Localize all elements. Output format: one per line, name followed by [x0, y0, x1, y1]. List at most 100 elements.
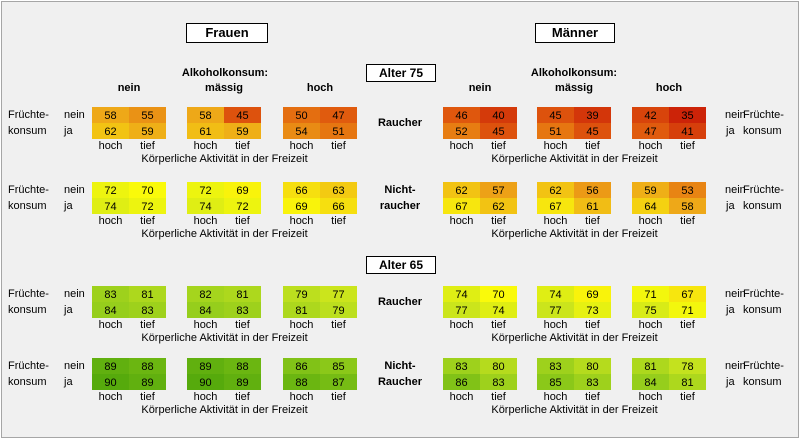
activity-caption-frauen: Körperliche Aktivität in der Freizeit [141, 228, 308, 240]
activity-level-label: tief [140, 319, 155, 331]
heat-value-label: 66 [332, 201, 344, 213]
heat-cell-maenner [480, 286, 517, 302]
heat-value-label: 45 [549, 110, 561, 122]
heat-value-label: 77 [455, 305, 467, 317]
heat-value-label: 59 [236, 126, 248, 138]
activity-caption-frauen: Körperliche Aktivität in der Freizeit [141, 153, 308, 165]
heat-cell-frauen [187, 198, 224, 214]
heat-value-label: 80 [586, 361, 598, 373]
heat-cell-frauen [92, 107, 129, 123]
heat-cell-frauen [283, 286, 320, 302]
smoker-label: Raucher [377, 296, 423, 308]
activity-level-label: hoch [449, 319, 474, 331]
fruit-label-left: Früchte- [8, 360, 49, 372]
fruit-level-left: ja [64, 376, 73, 388]
heat-cell-frauen [320, 123, 357, 139]
heat-value-label: 55 [141, 110, 153, 122]
heat-value-label: 80 [492, 361, 504, 373]
heat-cell-frauen [224, 182, 261, 198]
activity-level-label: tief [331, 319, 346, 331]
heat-value-label: 61 [199, 126, 211, 138]
fruit-label-right: Früchte- [743, 360, 784, 372]
heat-cell-frauen [129, 358, 166, 374]
heat-cell-frauen [187, 302, 224, 318]
heat-value-label: 89 [141, 377, 153, 389]
heat-value-label: 46 [455, 110, 467, 122]
header-maenner: Männer [535, 23, 615, 43]
heat-cell-maenner [669, 286, 706, 302]
heat-cell-maenner [669, 198, 706, 214]
heat-cell-maenner [632, 198, 669, 214]
heat-value-label: 81 [681, 377, 693, 389]
fruit-level-left: ja [64, 200, 73, 212]
heat-cell-maenner [632, 302, 669, 318]
alcohol-level-maenner-1: mässig [555, 82, 593, 94]
activity-level-label: tief [680, 215, 695, 227]
heat-cell-maenner [537, 286, 574, 302]
heat-cell-maenner [632, 107, 669, 123]
activity-level-label: hoch [193, 140, 218, 152]
heat-cell-frauen [187, 286, 224, 302]
heat-cell-frauen [129, 107, 166, 123]
heat-cell-frauen [187, 123, 224, 139]
heat-value-label: 86 [455, 377, 467, 389]
heat-value-label: 58 [681, 201, 693, 213]
activity-level-label: hoch [638, 319, 663, 331]
heat-value-label: 72 [199, 185, 211, 197]
heat-cell-maenner [537, 358, 574, 374]
heat-value-label: 70 [141, 185, 153, 197]
heat-cell-frauen [320, 182, 357, 198]
heat-cell-frauen [129, 374, 166, 390]
heat-cell-frauen [224, 123, 261, 139]
heat-value-label: 71 [644, 289, 656, 301]
fruit-label-right: konsum [743, 376, 782, 388]
fruit-label-right: Früchte- [743, 184, 784, 196]
heat-cell-maenner [669, 123, 706, 139]
fruit-label-left: Früchte- [8, 288, 49, 300]
fruit-label-left: konsum [8, 376, 47, 388]
heat-value-label: 72 [141, 201, 153, 213]
heat-cell-frauen [320, 374, 357, 390]
heat-cell-frauen [92, 302, 129, 318]
heat-cell-maenner [669, 302, 706, 318]
heat-value-label: 58 [199, 110, 211, 122]
heat-cell-maenner [574, 123, 611, 139]
heat-value-label: 83 [492, 377, 504, 389]
alcohol-label-maenner: Alkoholkonsum: [530, 67, 618, 79]
activity-level-label: hoch [289, 140, 314, 152]
heat-cell-maenner [669, 358, 706, 374]
heat-value-label: 63 [332, 185, 344, 197]
heat-value-label: 86 [295, 361, 307, 373]
heat-value-label: 79 [332, 305, 344, 317]
heat-cell-maenner [443, 358, 480, 374]
activity-level-label: hoch [543, 391, 568, 403]
heat-cell-frauen [129, 198, 166, 214]
fruit-level-right: ja [726, 304, 735, 316]
heat-value-label: 62 [455, 185, 467, 197]
fruit-level-left: nein [64, 184, 85, 196]
heat-cell-frauen [224, 198, 261, 214]
heat-cell-frauen [187, 182, 224, 198]
fruit-level-right: nein [725, 288, 746, 300]
heat-value-label: 70 [492, 289, 504, 301]
activity-level-label: tief [491, 391, 506, 403]
heat-value-label: 40 [492, 110, 504, 122]
heat-cell-maenner [443, 286, 480, 302]
smoker-label: Nicht- [384, 184, 416, 196]
heat-cell-frauen [129, 123, 166, 139]
heat-cell-frauen [92, 182, 129, 198]
heat-cell-maenner [632, 374, 669, 390]
heat-value-label: 87 [332, 377, 344, 389]
activity-level-label: hoch [98, 140, 123, 152]
heat-cell-maenner [480, 374, 517, 390]
alcohol-level-maenner-0: nein [468, 82, 492, 94]
heat-value-label: 61 [586, 201, 598, 213]
heat-cell-maenner [480, 358, 517, 374]
activity-level-label: hoch [193, 215, 218, 227]
activity-level-label: hoch [98, 391, 123, 403]
fruit-level-right: nein [725, 184, 746, 196]
heat-value-label: 88 [236, 361, 248, 373]
activity-level-label: tief [235, 140, 250, 152]
fruit-label-right: Früchte- [743, 109, 784, 121]
heat-value-label: 90 [104, 377, 116, 389]
